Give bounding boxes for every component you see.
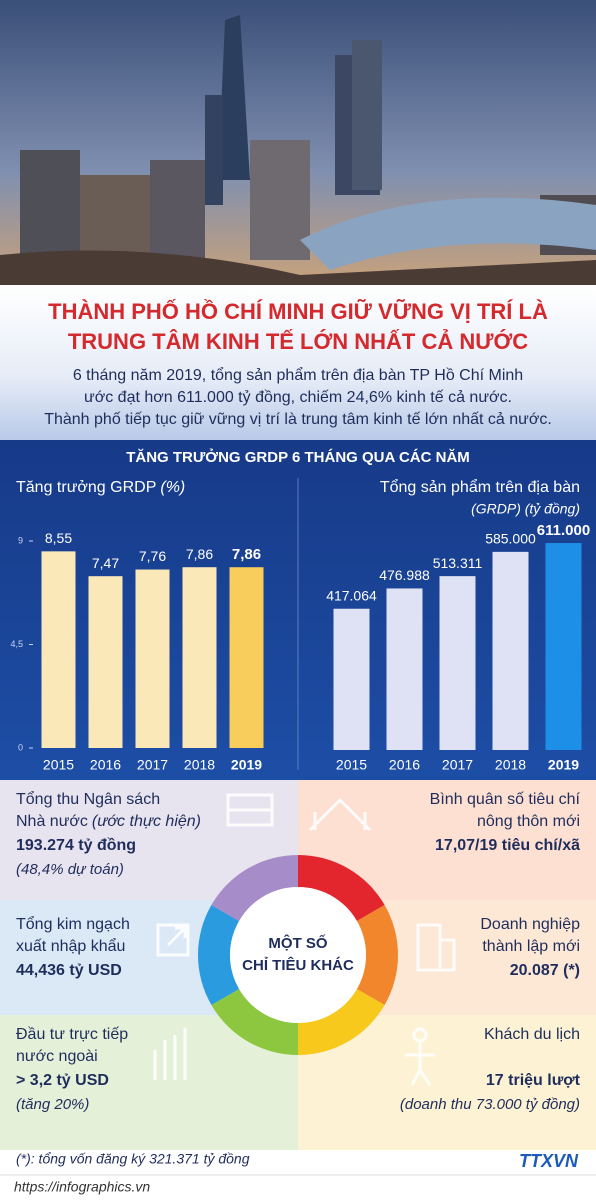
- value-label: 513.311: [433, 555, 483, 571]
- intro: 6 tháng năm 2019, tổng sản phẩm trên địa…: [73, 366, 523, 384]
- indicator-value: 20.087 (*): [510, 962, 580, 979]
- indicator-title: Nhà nước (ước thực hiện): [16, 813, 201, 830]
- indicator-title-text: Tổng kim ngạch: [16, 915, 130, 933]
- center-label: MỘT SỐ: [268, 934, 327, 952]
- value-label: 7,86: [186, 546, 213, 562]
- bar: [333, 608, 370, 750]
- indicator-title: nông thôn mới: [477, 813, 580, 830]
- ring: [198, 855, 398, 1055]
- indicator-title-text: xuất nhập khẩu: [16, 937, 125, 955]
- x-tick-label: 2015: [336, 757, 367, 773]
- icons: [153, 793, 456, 1086]
- indicator-detail: (48,4% dự toán): [16, 861, 124, 878]
- y-tick-label: 4,5: [10, 639, 23, 649]
- chart-title-text: Tổng sản phẩm trên địa bàn: [380, 478, 580, 496]
- indicator-value: 44,436 tỷ USD: [16, 962, 122, 979]
- x-tick-label: 2015: [43, 757, 74, 773]
- chart-title: Tổng sản phẩm trên địa bàn: [380, 478, 580, 496]
- bar: [492, 551, 529, 750]
- y-tick-label: 0: [18, 742, 23, 752]
- indicator-title: Tổng thu Ngân sách: [16, 790, 160, 808]
- x-tick-label: 2018: [495, 757, 526, 773]
- indicator-title-text: nông thôn mới: [477, 813, 580, 830]
- x-tick-label: 2016: [90, 757, 121, 773]
- indicator-title: Tổng kim ngạch: [16, 915, 130, 933]
- indicator-title: Khách du lịch: [484, 1026, 580, 1043]
- footnote: (*): tổng vốn đăng ký 321.371 tỷ đồng: [16, 1151, 250, 1167]
- indicator-title: Đầu tư trực tiếp: [16, 1026, 128, 1043]
- intro: ước đạt hơn 611.000 tỷ đồng, chiếm 24,6%…: [84, 389, 512, 406]
- indicator-title: nước ngoài: [16, 1048, 98, 1065]
- y-tick-label: 9: [18, 535, 23, 545]
- chart-title: Tăng trưởng GRDP (%): [16, 479, 185, 496]
- indicator-title-text: Khách du lịch: [484, 1026, 580, 1043]
- value-label: 7,47: [92, 555, 119, 571]
- value-label: 585.000: [485, 531, 536, 547]
- chart-title-text: Tăng trưởng GRDP: [16, 479, 156, 496]
- ring-segment: [211, 989, 298, 1055]
- x-tick-label: 2016: [389, 757, 420, 773]
- bar: [545, 543, 582, 750]
- indicator-value: 17 triệu lượt: [486, 1072, 581, 1089]
- source: https://infographics.vn: [14, 1179, 150, 1195]
- center-label: CHỈ TIÊU KHÁC: [242, 956, 354, 974]
- indicator-title: Bình quân số tiêu chí: [430, 791, 581, 808]
- bar: [439, 576, 476, 750]
- value-label: 8,55: [45, 530, 72, 546]
- indicator-title: Doanh nghiệp: [480, 916, 580, 933]
- city-photo: [0, 0, 596, 285]
- chart-title-note: (%): [160, 479, 185, 496]
- bar: [229, 567, 264, 748]
- indicator-detail: (tăng 20%): [16, 1096, 89, 1113]
- bar: [88, 576, 123, 748]
- value-label: 611.000: [537, 522, 590, 539]
- ring-segment: [356, 905, 398, 1005]
- value-label: 7,76: [139, 548, 166, 564]
- x-tick-label: 2017: [137, 757, 168, 773]
- indicator-title-text: Bình quân số tiêu chí: [430, 791, 581, 808]
- x-tick-label: 2019: [548, 757, 579, 773]
- bar: [386, 588, 423, 750]
- indicator-title-text: Doanh nghiệp: [480, 916, 580, 933]
- bar: [135, 569, 170, 748]
- title: TRUNG TÂM KINH TẾ LỚN NHẤT CẢ NƯỚC: [68, 329, 528, 354]
- chart-subtitle: (GRDP) (tỷ đồng): [471, 501, 580, 517]
- ring-center: [230, 887, 366, 1023]
- indicator-title: xuất nhập khẩu: [16, 937, 125, 955]
- value-label: 476.988: [379, 567, 430, 583]
- indicator-value: 193.274 tỷ đồng: [16, 837, 136, 854]
- logo: TTXVN: [519, 1151, 579, 1171]
- ring-segment: [211, 855, 298, 921]
- bar: [41, 551, 76, 748]
- header-background: [0, 285, 596, 440]
- indicator-title-text: Đầu tư trực tiếp: [16, 1026, 128, 1043]
- x-tick-label: 2019: [231, 757, 262, 773]
- indicator-title: thành lập mới: [482, 938, 580, 955]
- x-tick-label: 2018: [184, 757, 215, 773]
- indicator-value: > 3,2 tỷ USD: [16, 1072, 109, 1089]
- indicator-title-text: Nhà nước: [16, 813, 88, 830]
- ring-segment: [298, 989, 385, 1055]
- bar: [182, 567, 217, 748]
- indicator-title-text: nước ngoài: [16, 1048, 98, 1065]
- value-label: 417.064: [326, 587, 377, 603]
- indicator-title-note: (ước thực hiện): [92, 813, 201, 830]
- ring-segment: [198, 905, 240, 1005]
- indicator-title-text: Tổng thu Ngân sách: [16, 790, 160, 808]
- title: THÀNH PHỐ HỒ CHÍ MINH GIỮ VỮNG VỊ TRÍ LÀ: [48, 298, 548, 324]
- indicator-detail: (doanh thu 73.000 tỷ đồng): [400, 1096, 580, 1113]
- indicator-title-text: thành lập mới: [482, 938, 580, 955]
- ring-segment: [298, 855, 385, 921]
- section-title: TĂNG TRƯỞNG GRDP 6 THÁNG QUA CÁC NĂM: [126, 448, 470, 466]
- intro: Thành phố tiếp tục giữ vững vị trí là tr…: [44, 411, 552, 428]
- value-label: 7,86: [232, 546, 261, 563]
- indicator-value: 17,07/19 tiêu chí/xã: [435, 837, 580, 854]
- x-tick-label: 2017: [442, 757, 473, 773]
